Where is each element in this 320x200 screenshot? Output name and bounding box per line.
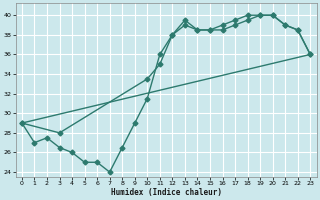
X-axis label: Humidex (Indice chaleur): Humidex (Indice chaleur)	[111, 188, 221, 197]
